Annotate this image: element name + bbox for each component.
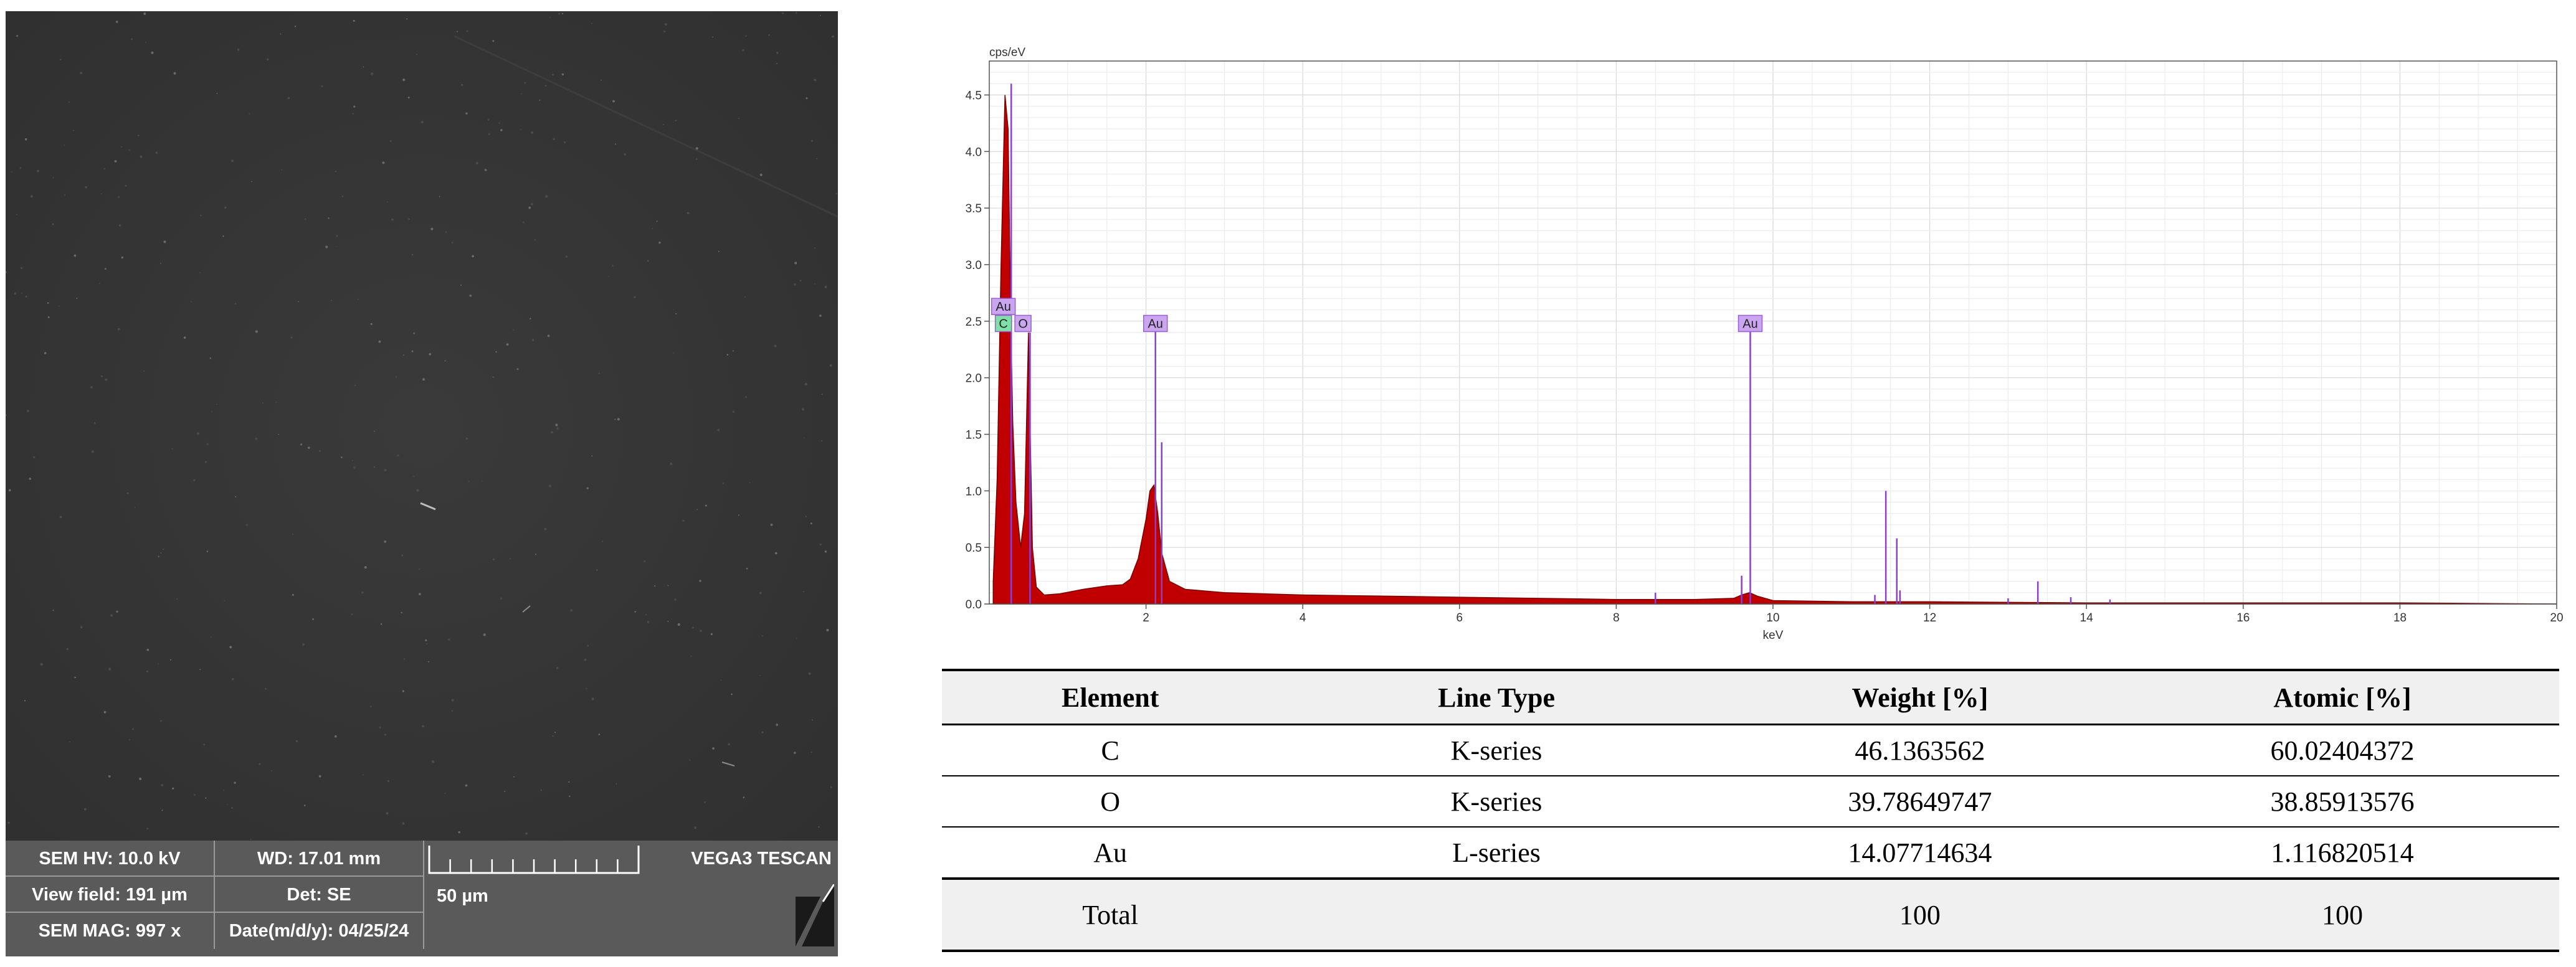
y-tick-label: 3.5 — [966, 202, 982, 215]
sem-info-bar: SEM HV: 10.0 kV WD: 17.01 mm View field:… — [6, 841, 838, 956]
sem-micrograph-panel: SEM HV: 10.0 kV WD: 17.01 mm View field:… — [6, 11, 838, 956]
y-tick-label: 2.5 — [966, 316, 982, 329]
cell-total-label: Total — [942, 877, 1279, 952]
peak-label-au: Au — [1737, 314, 1763, 333]
x-tick-label: 16 — [2236, 611, 2250, 625]
tescan-logo-icon — [796, 884, 834, 946]
x-tick-label: 14 — [2080, 611, 2094, 625]
x-axis-title: keV — [1763, 629, 1784, 642]
view-field: View field: 191 µm — [6, 877, 215, 913]
y-tick-label: 3.0 — [966, 259, 982, 272]
table-row: O K-series 39.78649747 38.85913576 — [942, 776, 2559, 828]
y-tick-label: 1.0 — [966, 485, 982, 498]
sem-magnification: SEM MAG: 997 x — [6, 913, 215, 949]
peak-label-text: O — [1018, 317, 1028, 331]
eds-spectrum-chart: cps/eV Au C O Au Au 2 4 6 8 10 12 14 16 18 20 0.0 0.5 1.… — [966, 46, 2564, 642]
header-element: Element — [942, 669, 1279, 725]
cell-weight: 14.07714634 — [1714, 827, 2126, 879]
y-tick-label: 0.0 — [966, 598, 982, 611]
x-tick-label: 4 — [1300, 611, 1306, 625]
cell-total-weight: 100 — [1714, 877, 2126, 952]
cell-total-atomic: 100 — [2125, 877, 2559, 952]
y-tick-label: 1.5 — [966, 429, 982, 442]
peak-label-au: Au — [1143, 314, 1168, 333]
detector: Det: SE — [215, 877, 424, 913]
header-line-type: Line Type — [1278, 669, 1714, 725]
peak-label-c: C — [994, 314, 1012, 333]
spectrum-series — [992, 95, 2557, 605]
working-distance: WD: 17.01 mm — [215, 841, 424, 877]
x-tick-label: 20 — [2550, 611, 2563, 625]
instrument-name: VEGA3 TESCAN — [691, 849, 832, 869]
scale-bar-label: 50 µm — [437, 886, 488, 906]
header-atomic: Atomic [%] — [2125, 669, 2559, 725]
peak-label-box — [1737, 314, 1763, 333]
y-tick-label: 4.5 — [966, 90, 982, 103]
x-tick-label: 8 — [1613, 611, 1620, 625]
acquisition-date: Date(m/d/y): 04/25/24 — [215, 913, 424, 949]
peak-label-o: O — [1014, 314, 1032, 333]
chart-axes: 2 4 6 8 10 12 14 16 18 20 0.0 0.5 1.0 1.5 2.0 2.5 3.0 3.5… — [966, 60, 2564, 625]
x-tick-label: 12 — [1923, 611, 1936, 625]
peak-label-box — [1143, 314, 1168, 333]
y-tick-label: 4.0 — [966, 146, 982, 159]
eds-results-table: Element Line Type Weight [%] Atomic [%] … — [942, 669, 2559, 952]
cell-weight: 46.1363562 — [1714, 724, 2126, 776]
peak-label-box — [1014, 314, 1032, 333]
peak-label-text: Au — [1148, 317, 1162, 331]
peak-label-box — [994, 314, 1012, 333]
peak-label-text: C — [999, 317, 1007, 331]
cell-atomic: 1.116820514 — [2125, 827, 2559, 879]
cell-element: C — [942, 724, 1279, 776]
x-tick-label: 18 — [2393, 611, 2407, 625]
cell-weight: 39.78649747 — [1714, 776, 2126, 828]
peak-marker-lines — [1010, 83, 2111, 604]
peak-labels: Au C O Au Au — [991, 298, 1763, 333]
x-tick-label: 6 — [1457, 611, 1463, 625]
cell-element: O — [942, 776, 1279, 828]
x-tick-label: 2 — [1143, 611, 1149, 625]
header-weight: Weight [%] — [1714, 669, 2126, 725]
scale-bar — [428, 846, 640, 874]
table-total-row: Total 100 100 — [942, 877, 2559, 952]
spectrum-area — [992, 95, 2557, 605]
peak-label-text: Au — [996, 300, 1010, 314]
scale-bar-box: 50 µm — [424, 841, 645, 956]
table-header-row: Element Line Type Weight [%] Atomic [%] — [942, 669, 2559, 725]
peak-label-au: Au — [991, 298, 1016, 315]
cell-line-type: L-series — [1278, 827, 1714, 879]
x-tick-label: 10 — [1766, 611, 1779, 625]
cell-atomic: 38.85913576 — [2125, 776, 2559, 828]
cell-total-line-type — [1278, 877, 1714, 952]
table-row: Au L-series 14.07714634 1.116820514 — [942, 827, 2559, 879]
peak-label-text: Au — [1742, 317, 1757, 331]
cell-element: Au — [942, 827, 1279, 879]
y-axis-title: cps/eV — [989, 46, 1025, 59]
sem-hv: SEM HV: 10.0 kV — [6, 841, 215, 877]
cell-line-type: K-series — [1278, 776, 1714, 828]
cell-atomic: 60.02404372 — [2125, 724, 2559, 776]
table-row: C K-series 46.1363562 60.02404372 — [942, 724, 2559, 776]
cell-line-type: K-series — [1278, 724, 1714, 776]
y-tick-label: 2.0 — [966, 372, 982, 385]
peak-label-box — [991, 298, 1016, 315]
sem-image — [6, 11, 838, 841]
chart-grid — [989, 60, 2557, 605]
y-tick-label: 0.5 — [966, 542, 982, 555]
sem-surface-texture — [6, 11, 838, 841]
